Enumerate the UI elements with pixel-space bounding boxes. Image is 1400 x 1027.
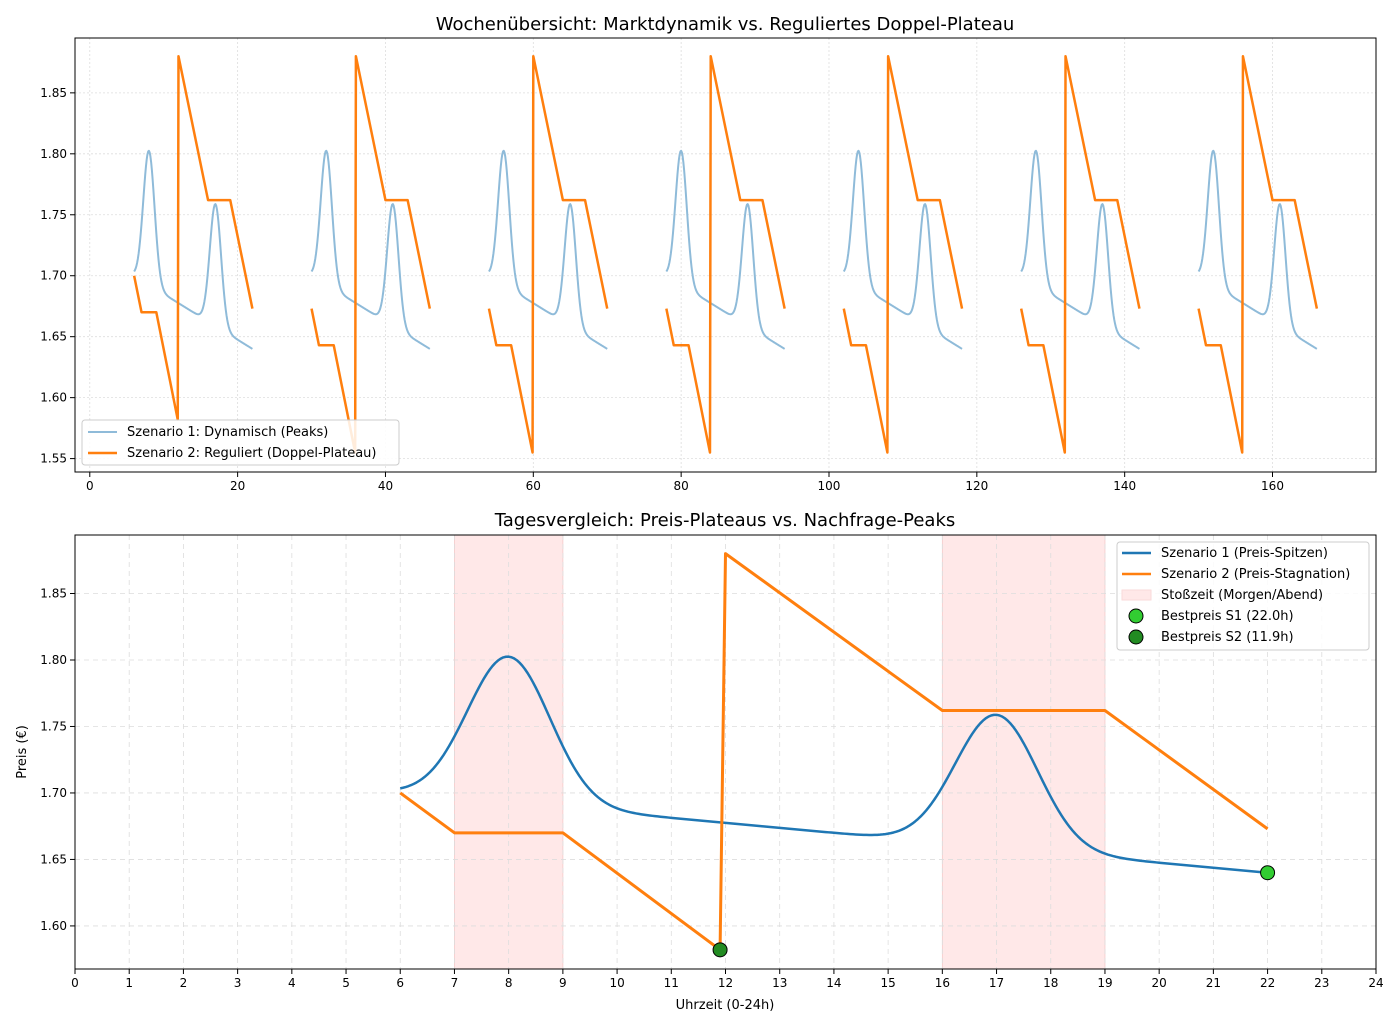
s1-week-line-day-5	[1020, 149, 1140, 350]
s2-week-line-day-6	[1197, 55, 1319, 454]
top-chart-title: Wochenübersicht: Marktdynamik vs. Reguli…	[436, 14, 1015, 35]
x-tick-label: 40	[378, 479, 393, 493]
x-tick-label: 4	[288, 976, 296, 990]
x-tick-label: 15	[880, 976, 895, 990]
x-tick-label: 140	[1113, 479, 1136, 493]
s2-day-line	[399, 552, 1269, 952]
s2-week-line-day-5	[1019, 55, 1141, 454]
x-tick-label: 7	[451, 976, 459, 990]
y-tick-label: 1.85	[40, 86, 67, 100]
legend-box	[81, 419, 400, 466]
x-tick-label: 21	[1206, 976, 1221, 990]
s1-week-line-day-1	[310, 149, 431, 350]
x-tick-label: 19	[1097, 976, 1112, 990]
x-tick-label: 22	[1260, 976, 1275, 990]
top-legend: Szenario 1: Dynamisch (Peaks) Szenario 2:…	[81, 419, 400, 466]
y-tick-label: 1.65	[40, 852, 67, 866]
best-price-marker-s1	[1260, 865, 1276, 881]
s1-week-line-day-6	[1197, 149, 1318, 350]
x-tick-label: 0	[86, 479, 94, 493]
x-tick-label: 10	[609, 976, 624, 990]
x-tick-label: 0	[71, 976, 79, 990]
y-tick-label: 1.85	[40, 587, 67, 601]
x-tick-label: 5	[342, 976, 350, 990]
bottom-y-label: Preis (€)	[15, 725, 30, 779]
x-tick-label: 20	[1152, 976, 1167, 990]
x-tick-label: 1	[125, 976, 133, 990]
x-tick-label: 3	[234, 976, 242, 990]
x-tick-label: 8	[505, 976, 513, 990]
y-tick-label: 1.70	[40, 269, 67, 283]
bottom-legend: Szenario 1 (Preis-Spitzen) Szenario 2 (Pr…	[1116, 541, 1370, 651]
y-tick-label: 1.60	[40, 919, 67, 933]
bottom-chart-title: Tagesvergleich: Preis-Plateaus vs. Nachf…	[494, 510, 956, 531]
x-tick-label: 14	[826, 976, 841, 990]
s1-day-line	[399, 655, 1268, 874]
x-tick-label: 2	[180, 976, 188, 990]
plot-frame	[74, 37, 1377, 473]
legend-label: Szenario 2: Reguliert (Doppel-Plateau)	[127, 446, 376, 461]
x-tick-label: 16	[935, 976, 950, 990]
x-tick-label: 13	[772, 976, 787, 990]
x-tick-label: 160	[1261, 479, 1284, 493]
legend-label: Szenario 2 (Preis-Stagnation)	[1161, 567, 1350, 582]
x-tick-label: 6	[396, 976, 404, 990]
y-tick-label: 1.80	[40, 653, 67, 667]
y-tick-label: 1.60	[40, 391, 67, 405]
x-tick-label: 18	[1043, 976, 1058, 990]
s1-week-line-day-3	[665, 149, 786, 350]
x-tick-label: 20	[230, 479, 245, 493]
x-tick-label: 12	[718, 976, 733, 990]
legend-label: Bestpreis S2 (11.9h)	[1161, 630, 1294, 645]
rush-hour-span	[941, 534, 1106, 970]
x-tick-label: 24	[1368, 976, 1383, 990]
legend-label: Stoßzeit (Morgen/Abend)	[1161, 588, 1323, 603]
best-price-marker-s2	[712, 942, 728, 958]
y-tick-label: 1.75	[40, 719, 67, 733]
s2-week-line-day-3	[665, 55, 786, 454]
s2-week-line-day-2	[487, 55, 609, 454]
s2-week-line-day-1	[310, 55, 432, 454]
y-tick-label: 1.65	[40, 330, 67, 344]
legend-label: Bestpreis S1 (22.0h)	[1161, 609, 1294, 624]
x-tick-label: 23	[1314, 976, 1329, 990]
x-tick-label: 9	[559, 976, 567, 990]
x-tick-label: 17	[989, 976, 1004, 990]
x-tick-label: 11	[664, 976, 679, 990]
legend-swatch	[1128, 608, 1144, 624]
x-tick-label: 60	[526, 479, 541, 493]
y-tick-label: 1.80	[40, 147, 67, 161]
x-tick-label: 120	[965, 479, 988, 493]
legend-swatch	[1121, 589, 1152, 601]
x-tick-label: 80	[674, 479, 689, 493]
y-tick-label: 1.55	[40, 452, 67, 466]
y-tick-label: 1.75	[40, 208, 67, 222]
s1-week-line-day-0	[133, 149, 253, 350]
legend-swatch	[1128, 629, 1144, 645]
plot-frame	[74, 534, 1377, 970]
s2-week-line-day-0	[132, 55, 254, 421]
s1-week-line-day-2	[488, 149, 608, 350]
legend-box	[1116, 541, 1370, 651]
x-tick-label: 100	[818, 479, 841, 493]
s2-week-line-day-4	[842, 55, 964, 454]
legend-label: Szenario 1 (Preis-Spitzen)	[1161, 546, 1328, 561]
s1-week-line-day-4	[842, 149, 963, 350]
legend-label: Szenario 1: Dynamisch (Peaks)	[127, 425, 328, 440]
bottom-x-label: Uhrzeit (0-24h)	[676, 998, 775, 1013]
y-tick-label: 1.70	[40, 786, 67, 800]
